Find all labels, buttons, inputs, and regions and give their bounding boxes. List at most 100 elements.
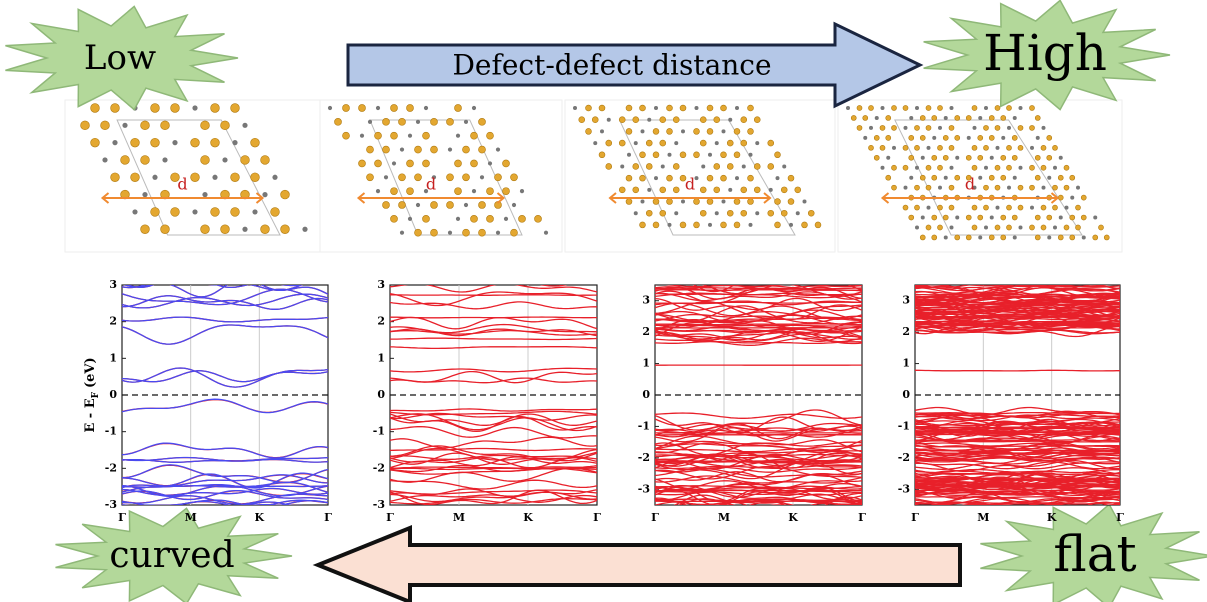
atom-mo xyxy=(1057,194,1064,201)
atom-mo xyxy=(780,186,788,194)
atom-mo xyxy=(693,151,700,159)
band xyxy=(915,278,1120,282)
atom-mo xyxy=(971,204,978,211)
band xyxy=(122,293,328,309)
atom-mo xyxy=(1006,224,1012,231)
band xyxy=(655,465,862,480)
atom-s xyxy=(600,129,604,134)
atom-s xyxy=(915,225,919,230)
atom-s xyxy=(1053,165,1057,170)
atom-mo xyxy=(366,145,374,154)
atom-s xyxy=(789,222,793,227)
atom-s xyxy=(949,225,954,230)
atom-s xyxy=(112,140,118,146)
atom-mo xyxy=(693,128,700,135)
atom-s xyxy=(714,211,719,216)
atom-mo xyxy=(659,139,667,147)
atom-mo xyxy=(605,163,613,170)
atom-mo xyxy=(659,209,667,217)
atom-mo xyxy=(971,164,978,171)
atom-mo xyxy=(1034,154,1041,161)
atom-s xyxy=(654,106,658,110)
band xyxy=(655,292,862,299)
atom-s xyxy=(755,141,760,146)
atom-mo xyxy=(1029,224,1035,231)
atom-mo xyxy=(740,139,748,147)
x-tick-label: Γ xyxy=(651,511,659,524)
atom-mo xyxy=(983,125,989,131)
atom-mo xyxy=(130,172,140,182)
atom-mo xyxy=(726,163,734,170)
atom-mo xyxy=(1092,234,1099,241)
atom-mo xyxy=(502,159,510,168)
atom-mo xyxy=(120,155,130,165)
atom-s xyxy=(367,119,373,124)
band xyxy=(915,274,1120,283)
band xyxy=(915,285,1067,289)
atom-mo xyxy=(1103,234,1110,241)
atom-s xyxy=(573,106,577,110)
atom-mo xyxy=(925,224,932,231)
band xyxy=(931,501,1120,505)
y-tick-label: -3 xyxy=(373,498,385,511)
atom-mo xyxy=(90,137,100,148)
burst-star xyxy=(923,0,1171,111)
atom-s xyxy=(471,189,477,194)
band xyxy=(122,295,328,310)
atom-mo xyxy=(706,104,714,112)
atom-mo xyxy=(1017,204,1024,211)
atom-mo xyxy=(666,104,673,112)
atom-mo xyxy=(130,137,140,148)
band xyxy=(965,285,1120,288)
atom-s xyxy=(647,187,652,192)
atom-mo xyxy=(598,151,606,159)
atom-s xyxy=(252,209,258,215)
atom-mo xyxy=(334,118,342,126)
atom-mo xyxy=(100,120,110,131)
band xyxy=(390,294,597,296)
atom-mo xyxy=(720,174,727,182)
x-tick-label: M xyxy=(185,511,197,524)
y-tick-label: -1 xyxy=(105,425,117,438)
y-tick-label: 0 xyxy=(377,388,385,401)
atom-mo xyxy=(454,187,462,195)
atom-mo xyxy=(925,164,932,171)
band xyxy=(655,333,862,343)
atom-mo xyxy=(430,228,438,237)
atom-s xyxy=(1012,115,1017,120)
atom-mo xyxy=(374,159,382,168)
atom-s xyxy=(1018,165,1023,170)
band xyxy=(915,275,1120,284)
band xyxy=(655,340,862,345)
burst-star xyxy=(980,503,1207,602)
band xyxy=(915,470,1120,481)
band xyxy=(655,491,862,496)
atom-mo xyxy=(767,163,775,170)
atom-s xyxy=(932,135,937,140)
atom-mo xyxy=(672,163,680,170)
atom-s xyxy=(122,122,128,128)
y-tick-label: -1 xyxy=(373,425,385,438)
atom-mo xyxy=(1011,154,1018,161)
x-tick-label: M xyxy=(977,511,989,524)
band xyxy=(655,455,862,461)
atom-mo xyxy=(767,209,775,217)
band xyxy=(390,328,597,337)
atom-mo xyxy=(747,198,754,205)
atom-s xyxy=(1093,215,1098,220)
atom-s xyxy=(995,205,1000,210)
atom-s xyxy=(741,164,746,169)
atom-mo xyxy=(200,155,210,165)
atom-mo xyxy=(1063,224,1070,231)
atom-mo xyxy=(666,174,673,182)
atom-mo xyxy=(170,207,180,217)
band xyxy=(655,313,862,324)
atom-mo xyxy=(814,221,822,229)
atom-mo xyxy=(706,128,714,135)
band xyxy=(655,330,862,341)
atom-mo xyxy=(672,116,680,123)
atom-mo xyxy=(994,164,1001,171)
atom-mo xyxy=(856,105,863,111)
atom-mo xyxy=(706,198,714,205)
band xyxy=(390,425,597,439)
